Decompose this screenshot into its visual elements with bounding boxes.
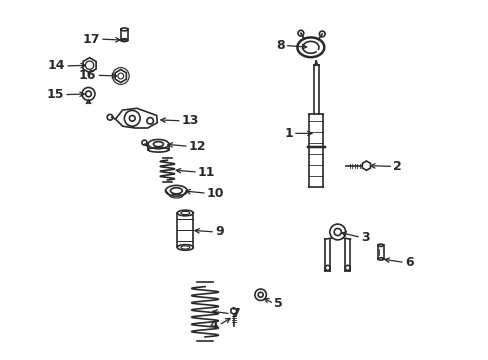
Text: 11: 11 [198, 166, 215, 179]
Text: 6: 6 [404, 256, 412, 269]
Text: 9: 9 [215, 225, 224, 238]
Text: 14: 14 [48, 59, 65, 72]
Text: 2: 2 [392, 160, 401, 173]
Text: 8: 8 [275, 39, 284, 52]
Text: 10: 10 [206, 187, 224, 200]
Text: 13: 13 [182, 114, 199, 127]
Text: 7: 7 [230, 307, 239, 320]
Text: 5: 5 [273, 297, 282, 310]
Text: 3: 3 [360, 231, 369, 244]
Text: 17: 17 [82, 32, 100, 46]
Text: 4: 4 [209, 319, 218, 332]
Text: 16: 16 [79, 69, 96, 82]
Text: 15: 15 [46, 88, 64, 101]
Text: 12: 12 [188, 140, 206, 153]
Text: 1: 1 [284, 127, 292, 140]
